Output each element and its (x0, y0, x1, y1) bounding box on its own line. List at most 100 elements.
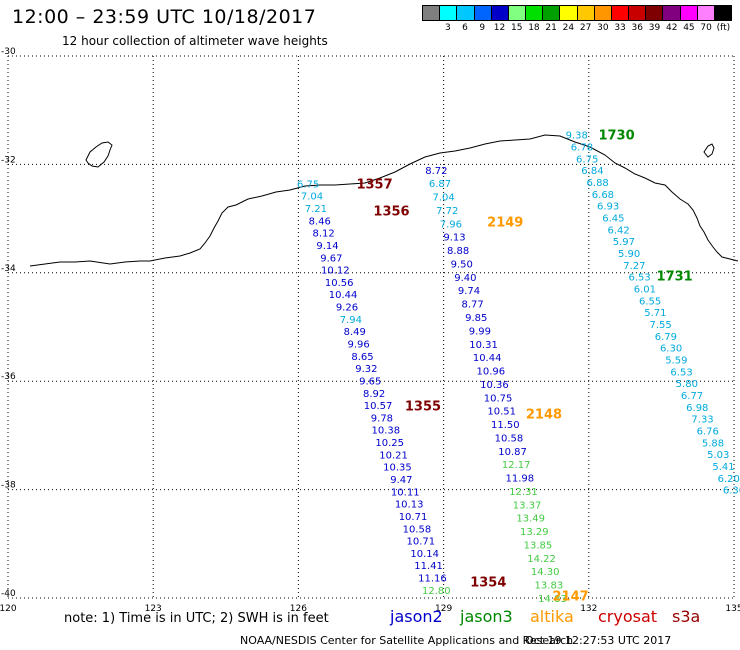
legend-swatch (543, 6, 561, 20)
swh-value: 14.83 (538, 594, 567, 605)
legend-label: 24 (562, 23, 575, 33)
legend-swatches (422, 5, 732, 21)
swh-value: 10.11 (391, 487, 420, 498)
satellite-s3a: s3a (672, 607, 701, 626)
legend-label: 42 (665, 23, 678, 33)
legend-label: 15 (510, 23, 523, 33)
legend-label: 3 (444, 23, 451, 33)
swh-value: 6.87 (429, 179, 451, 190)
swh-value: 7.72 (436, 206, 458, 217)
swh-value: 10.87 (498, 447, 527, 458)
pass-time-label: 2149 (487, 215, 523, 230)
swh-value: 8.12 (312, 229, 334, 240)
swh-value: 6.30 (660, 344, 682, 355)
swh-value: 6.77 (681, 391, 703, 402)
satellite-cryosat: cryosat (598, 607, 658, 626)
swh-value: 6.20 (718, 474, 740, 485)
lon-tick-label: 126 (290, 604, 307, 614)
pass-time-label: 2148 (526, 408, 562, 423)
legend-label: 27 (579, 23, 592, 33)
swh-value: 6.55 (639, 296, 661, 307)
swh-value: 10.31 (469, 340, 498, 351)
swh-value: 6.75 (576, 154, 598, 165)
legend-label: 39 (648, 23, 661, 33)
swh-value: 6.42 (608, 225, 630, 236)
swh-value: 11.50 (491, 420, 520, 431)
swh-value: 7.04 (432, 193, 454, 204)
legend-label: 6 (462, 23, 468, 33)
legend-swatch (423, 6, 441, 20)
pass-time-label: 1356 (373, 204, 409, 219)
swh-value: 10.51 (487, 407, 516, 418)
swh-value: 9.74 (458, 286, 480, 297)
swh-value: 6.45 (602, 213, 624, 224)
swh-value: 10.36 (480, 380, 509, 391)
legend-label: 9 (479, 23, 486, 33)
swh-value: 10.21 (379, 450, 408, 461)
pass-time-label: 1355 (405, 400, 441, 415)
legend-swatch (611, 6, 630, 20)
legend-swatch (714, 6, 732, 20)
swh-value: 5.88 (702, 438, 724, 449)
legend-label: 70 (700, 23, 712, 33)
legend-swatch (646, 6, 664, 20)
legend-label: (ft) (716, 23, 731, 33)
swh-value: 6.98 (686, 403, 708, 414)
swh-value: 9.50 (451, 259, 473, 270)
australia-coastline (29, 134, 739, 267)
swh-value: 5.97 (613, 237, 635, 248)
legend-swatch (577, 6, 595, 20)
lon-tick-label: 132 (580, 604, 597, 614)
generated-timestamp: Oct 19 12:27:53 UTC 2017 (525, 634, 672, 647)
swh-value: 8.46 (309, 216, 331, 227)
swh-value: 6.76 (697, 426, 719, 437)
swh-value: 6.53 (628, 273, 650, 284)
swh-value: 8.88 (447, 246, 469, 257)
swh-value: 9.96 (347, 340, 369, 351)
swh-value: 9.85 (465, 313, 487, 324)
swh-value: 6.79 (655, 332, 677, 343)
swh-value: 6.01 (634, 284, 656, 295)
pass-time-label: 1357 (356, 177, 392, 192)
lon-tick-label: 123 (145, 604, 162, 614)
swh-value: 8.92 (363, 389, 385, 400)
swh-value: 10.71 (399, 512, 428, 523)
swh-value: 8.49 (344, 327, 366, 338)
swh-value: 7.04 (301, 192, 323, 203)
lat-tick-label: -36 (1, 372, 16, 382)
swh-value: 10.14 (410, 549, 439, 560)
page-title: 12:00 – 23:59 UTC 10/18/2017 (12, 6, 317, 28)
swh-value: 9.99 (469, 326, 491, 337)
swh-value: 6.68 (592, 190, 614, 201)
swh-value: 9.47 (390, 475, 412, 486)
legend-labels: 3 6 9 12 15 18 21 24 27 30 33 36 39 42 45 70 (ft) (422, 21, 732, 35)
swh-value: 6.53 (670, 367, 692, 378)
swh-value: 5.59 (665, 355, 687, 366)
pass-time-label: 1354 (470, 576, 506, 591)
legend-label: 45 (683, 23, 695, 33)
swh-value: 10.12 (321, 266, 350, 277)
legend-swatch (491, 6, 509, 20)
swh-value: 9.65 (359, 376, 381, 387)
swh-value: 14.22 (527, 554, 556, 565)
swh-value: 10.71 (406, 537, 435, 548)
altimeter-tracks: 9.386.786.756.846.886.686.936.456.425.97… (297, 131, 740, 605)
lat-tick-label: -32 (1, 155, 16, 165)
legend-swatch (508, 6, 527, 20)
swh-value: 5.80 (676, 379, 698, 390)
swh-value: 8.72 (425, 166, 447, 177)
swh-value: 12.17 (502, 460, 531, 471)
swh-value: 8.65 (351, 352, 373, 363)
lat-tick-label: -40 (1, 589, 16, 599)
graticule: 120 123 126 129 132 135 -30 -32 -34 -36 -38 -40 (0, 47, 740, 614)
swh-value: 10.25 (375, 438, 404, 449)
pass-time-label: 1731 (657, 270, 693, 285)
swh-value: 7.21 (305, 204, 327, 215)
swh-value: 6.78 (571, 142, 593, 153)
legend-swatch (663, 6, 681, 20)
swh-value: 5.90 (618, 249, 640, 260)
legend-swatch (629, 6, 647, 20)
swh-value: 9.13 (443, 233, 465, 244)
swh-value: 13.29 (520, 527, 549, 538)
